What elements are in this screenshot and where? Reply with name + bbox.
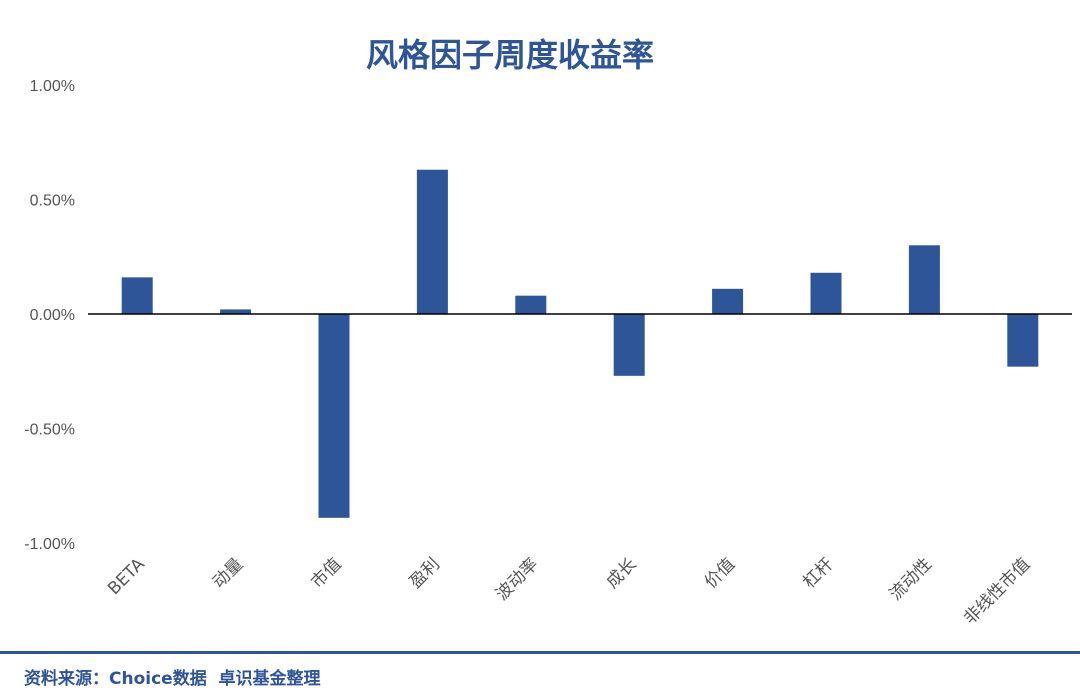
x-category-label: 杠杆 [799, 554, 837, 592]
footer-divider [0, 651, 1080, 654]
bars [121, 169, 1039, 518]
y-tick-label: -1.00% [24, 536, 75, 553]
bar [515, 295, 547, 314]
x-category-label: 价值 [701, 554, 739, 592]
x-category-label: 成长 [603, 554, 641, 592]
bar [318, 314, 350, 518]
bar-chart: 1.00% 0.50% 0.00% -0.50% -1.00% BETA 动量 市值 盈利 波动… [24, 78, 1072, 629]
x-category-label: 市值 [307, 554, 345, 592]
y-axis-ticks: 1.00% 0.50% 0.00% -0.50% -1.00% [24, 78, 75, 553]
x-category-label: 波动率 [492, 554, 542, 604]
bar [810, 272, 842, 314]
x-category-label: 动量 [209, 554, 247, 592]
x-category-label: 盈利 [406, 554, 444, 592]
bar [121, 277, 153, 314]
x-category-label: 流动性 [886, 554, 936, 604]
x-category-label: 非线性市值 [960, 554, 1034, 628]
y-tick-label: 1.00% [30, 78, 75, 95]
source-note: 资料来源：Choice数据 卓识基金整理 [24, 669, 321, 689]
y-tick-label: 0.00% [30, 307, 75, 324]
bar [613, 314, 645, 376]
y-tick-label: -0.50% [24, 422, 75, 439]
bar [1007, 314, 1039, 367]
bar [908, 245, 940, 314]
x-category-label: BETA [104, 554, 149, 599]
y-tick-label: 0.50% [30, 193, 75, 210]
x-axis-labels: BETA 动量 市值 盈利 波动率 成长 价值 杠杆 流动性 非线性市值 [104, 554, 1034, 628]
chart-title: 风格因子周度收益率 [365, 36, 654, 74]
bar [416, 169, 448, 314]
bar [712, 288, 744, 314]
bar [220, 309, 252, 314]
